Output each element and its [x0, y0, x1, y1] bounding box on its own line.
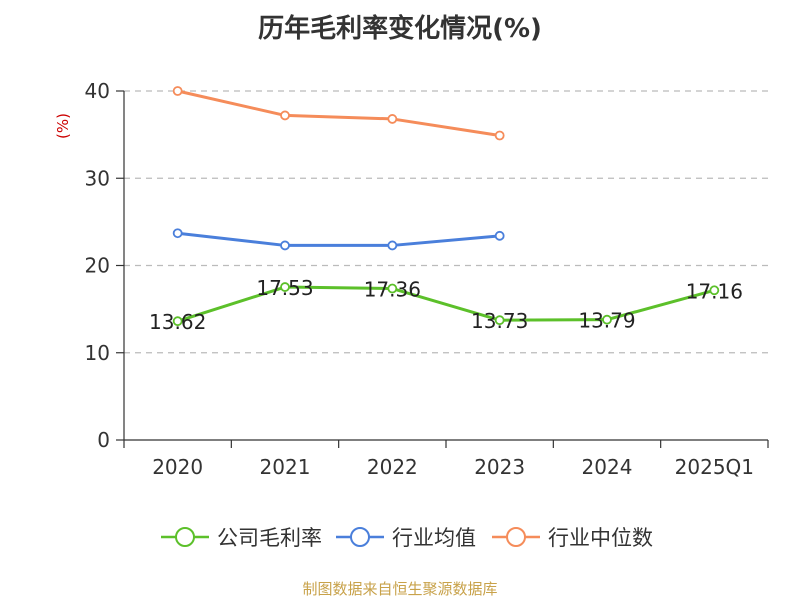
data-point [172, 228, 183, 239]
series-line-1 [177, 231, 500, 247]
legend-label: 公司毛利率 [217, 526, 322, 550]
data-point [494, 130, 505, 141]
data-point [387, 283, 398, 294]
y-tick-label: 0 [97, 428, 110, 452]
source-note: 制图数据来自恒生聚源数据库 [302, 580, 498, 598]
data-point [709, 285, 720, 296]
grid-lines [124, 90, 768, 354]
data-label: 13.62 [149, 310, 206, 334]
data-point [280, 240, 290, 251]
series-lines [172, 86, 720, 327]
y-tick-label: 20 [85, 254, 110, 278]
legend-item-0: 公司毛利率 [161, 526, 322, 550]
series-line-0 [177, 285, 715, 323]
y-axis-label: (%) [54, 113, 72, 139]
data-point [494, 315, 505, 326]
chart-title: 历年毛利率变化情况(%) [258, 14, 542, 44]
x-tick-label: 2024 [582, 455, 633, 479]
y-tick-label: 10 [85, 341, 110, 365]
x-tick-label: 2021 [260, 455, 311, 479]
legend: 公司毛利率 行业均值 行业中位数 [161, 526, 653, 550]
x-tick-label: 2023 [474, 455, 525, 479]
x-tick-label: 2022 [367, 455, 418, 479]
data-label: 13.73 [471, 309, 528, 333]
x-tick-label: 2025Q1 [675, 455, 754, 479]
data-point [387, 114, 398, 124]
legend-marker [175, 527, 195, 547]
legend-item-2: 行业中位数 [492, 526, 653, 550]
y-tick-label: 40 [85, 79, 110, 103]
data-labels: 13.62 17.53 17.36 13.73 13.79 17.16 [149, 276, 743, 334]
data-label: 17.16 [686, 279, 743, 303]
legend-label: 行业均值 [392, 526, 476, 550]
data-point [387, 240, 398, 251]
data-point [280, 110, 290, 121]
legend-label: 行业中位数 [548, 526, 653, 550]
data-label: 17.53 [256, 276, 313, 300]
axes: 0 10 20 30 40 (%) 2020 2021 2022 2023 2024 2025Q1 [54, 79, 769, 479]
series-line-2 [177, 89, 500, 137]
data-point [602, 314, 612, 325]
data-point [172, 86, 183, 96]
legend-marker [506, 527, 526, 547]
legend-item-1: 行业均值 [336, 526, 476, 550]
data-label: 17.36 [364, 278, 421, 302]
legend-marker [350, 527, 370, 547]
data-point [494, 230, 505, 241]
data-point [172, 316, 183, 327]
data-point [280, 282, 290, 292]
x-tick-label: 2020 [152, 455, 203, 479]
y-tick-label: 30 [85, 166, 110, 190]
data-label: 13.79 [578, 309, 635, 333]
